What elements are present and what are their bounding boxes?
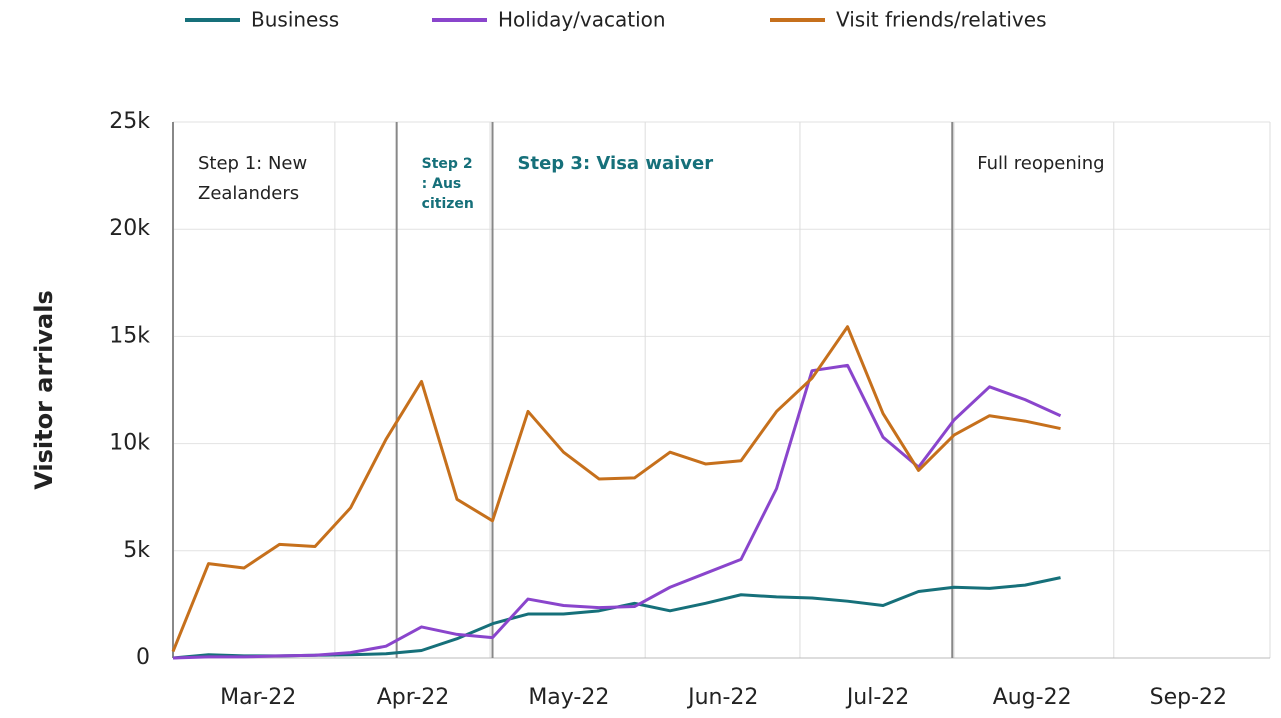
- y-tick-label: 0: [136, 645, 150, 670]
- x-tick-label: Jul-22: [845, 685, 909, 710]
- series-line: [172, 576, 1061, 660]
- y-tick-label: 15k: [109, 323, 150, 348]
- series-line: [171, 325, 1061, 653]
- annotation-text: Step 1: New: [198, 153, 307, 174]
- x-tick-label: May-22: [528, 685, 609, 710]
- annotation-text: citizen: [422, 196, 474, 212]
- annotation-text: Full reopening: [977, 153, 1104, 174]
- annotation-text: : Aus: [422, 176, 462, 192]
- series-line: [172, 363, 1062, 660]
- x-tick-label: Apr-22: [377, 685, 450, 710]
- x-tick-label: Aug-22: [993, 685, 1072, 710]
- legend-label: Business: [251, 8, 339, 32]
- x-tick-label: Jun-22: [686, 685, 758, 710]
- annotation-text: Zealanders: [198, 183, 299, 204]
- x-tick-label: Sep-22: [1150, 685, 1227, 710]
- legend-label: Holiday/vacation: [498, 8, 666, 32]
- y-tick-label: 25k: [109, 109, 150, 134]
- x-tick-label: Mar-22: [220, 685, 296, 710]
- legend-label: Visit friends/relatives: [836, 8, 1047, 32]
- annotation-text: Step 3: Visa waiver: [518, 153, 714, 174]
- annotation-text: Step 2: [422, 156, 473, 172]
- y-tick-label: 20k: [109, 216, 150, 241]
- y-tick-label: 5k: [123, 538, 150, 563]
- y-tick-label: 10k: [109, 431, 150, 456]
- y-axis-label: Visitor arrivals: [30, 290, 58, 490]
